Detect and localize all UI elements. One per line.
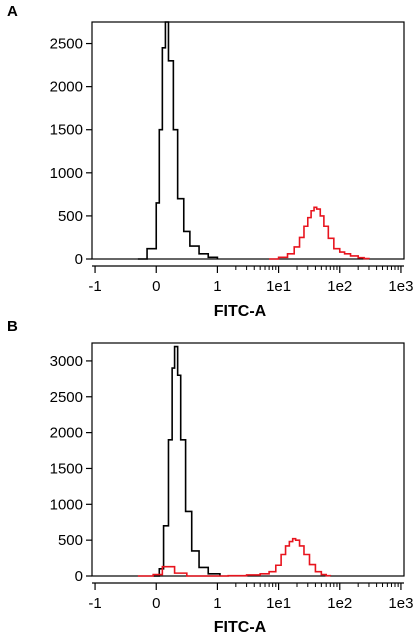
x-tick-label: 1e2 <box>327 278 352 295</box>
x-axis-label: FITC-A <box>214 303 267 320</box>
y-tick-label: 1000 <box>50 165 83 182</box>
y-tick-label: 500 <box>58 208 83 225</box>
panel-letter-a: A <box>7 3 18 20</box>
x-tick-label: 0 <box>152 278 160 295</box>
x-tick-label: -1 <box>88 278 101 295</box>
y-tick-label: 2000 <box>50 79 83 96</box>
plot-frame <box>91 21 405 260</box>
histogram-series-black <box>137 21 219 260</box>
y-tick-label: 0 <box>75 251 83 268</box>
y-tick-label: 1500 <box>50 122 83 139</box>
y-tick-label: 2500 <box>50 36 83 53</box>
histogram-series-red <box>269 206 370 260</box>
x-tick-label: 1e3 <box>388 278 413 295</box>
x-tick-label: 1e1 <box>266 278 291 295</box>
x-tick-label: 1 <box>213 278 221 295</box>
panel-letter-b: B <box>7 318 18 335</box>
